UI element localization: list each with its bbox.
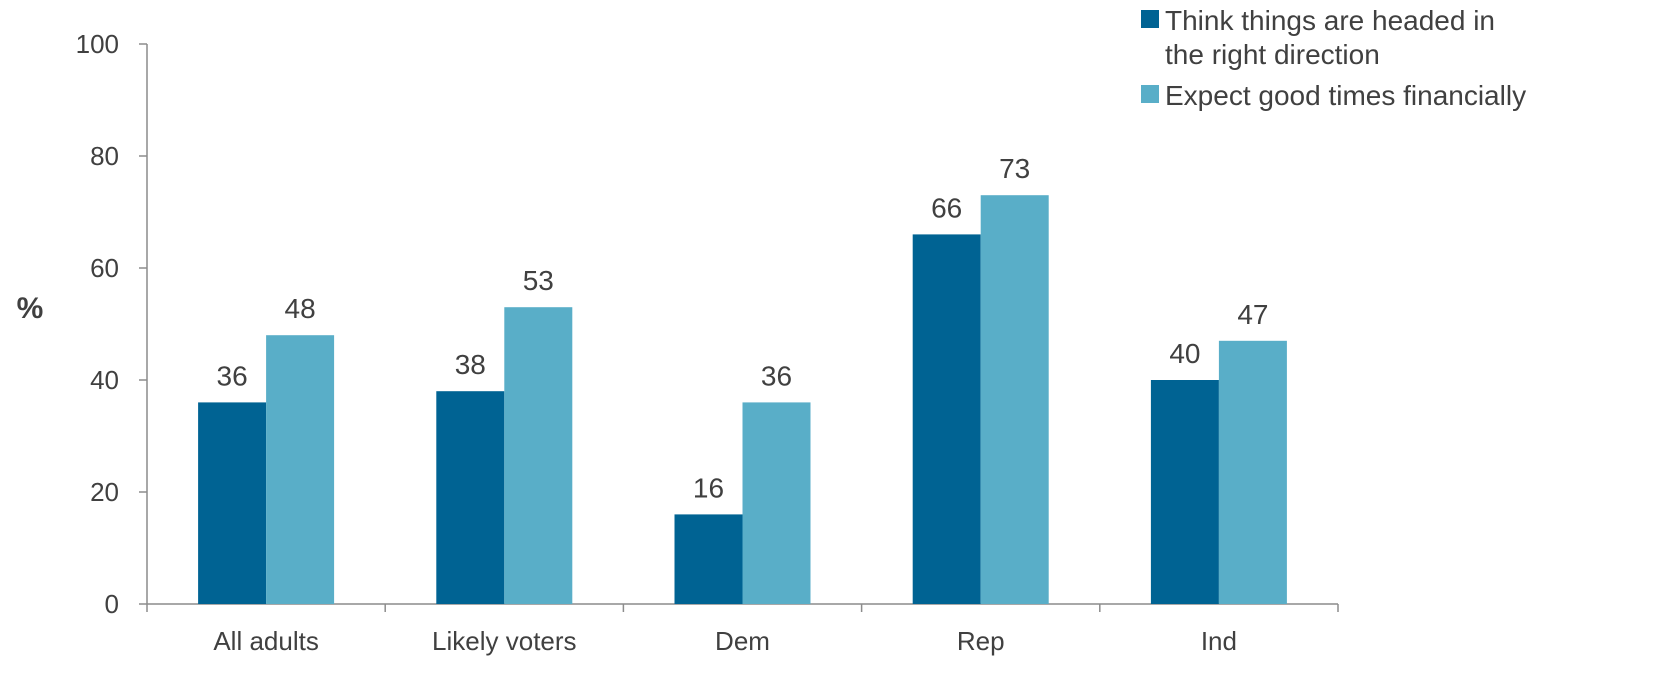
legend-label: Expect good times financially (1165, 80, 1526, 111)
bar (674, 514, 743, 604)
bar (912, 234, 981, 604)
data-label: 40 (1169, 338, 1200, 369)
y-tick-label: 0 (105, 589, 119, 619)
y-tick-label: 20 (90, 477, 119, 507)
data-label: 36 (217, 360, 248, 391)
data-label: 36 (761, 360, 792, 391)
y-tick-label: 40 (90, 365, 119, 395)
data-label: 66 (931, 192, 962, 223)
bar (980, 195, 1049, 604)
y-tick-label: 100 (76, 29, 119, 59)
legend-label: Think things are headed in (1165, 5, 1495, 36)
data-label: 38 (455, 349, 486, 380)
bar (742, 402, 811, 604)
legend-swatch (1141, 85, 1159, 103)
data-label: 16 (693, 472, 724, 503)
x-tick-label: Likely voters (432, 626, 577, 656)
bar (436, 391, 505, 604)
data-label: 48 (285, 293, 316, 324)
bar (198, 402, 267, 604)
data-labels: 36 38 16 66 40 48 53 36 73 47 (217, 153, 1269, 503)
x-tick-label: Ind (1201, 626, 1237, 656)
bar (1150, 380, 1219, 604)
x-tick-label: Rep (957, 626, 1005, 656)
y-axis: 0 20 40 60 80 100 (76, 29, 148, 619)
x-axis: All adults Likely voters Dem Rep Ind (146, 603, 1339, 656)
y-axis-title: % (17, 292, 44, 325)
data-label: 53 (523, 265, 554, 296)
bars (198, 195, 1287, 604)
x-tick-label: All adults (213, 626, 319, 656)
legend-label: the right direction (1165, 39, 1380, 70)
bar (1218, 340, 1287, 604)
data-label: 73 (999, 153, 1030, 184)
y-tick-label: 60 (90, 253, 119, 283)
data-label: 47 (1237, 299, 1268, 330)
bar (266, 335, 335, 604)
y-tick-label: 80 (90, 141, 119, 171)
bar (504, 307, 573, 604)
legend-swatch (1141, 10, 1159, 28)
x-tick-label: Dem (715, 626, 770, 656)
